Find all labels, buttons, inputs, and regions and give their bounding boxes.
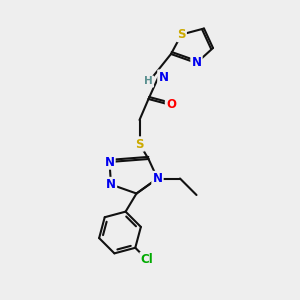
Text: N: N (152, 172, 163, 185)
Text: N: N (191, 56, 202, 70)
Text: N: N (104, 155, 115, 169)
Text: S: S (135, 137, 144, 151)
Text: O: O (166, 98, 176, 112)
Text: N: N (158, 70, 168, 84)
Text: Cl: Cl (141, 253, 153, 266)
Text: N: N (106, 178, 116, 191)
Text: S: S (177, 28, 186, 41)
Text: H: H (144, 76, 153, 86)
